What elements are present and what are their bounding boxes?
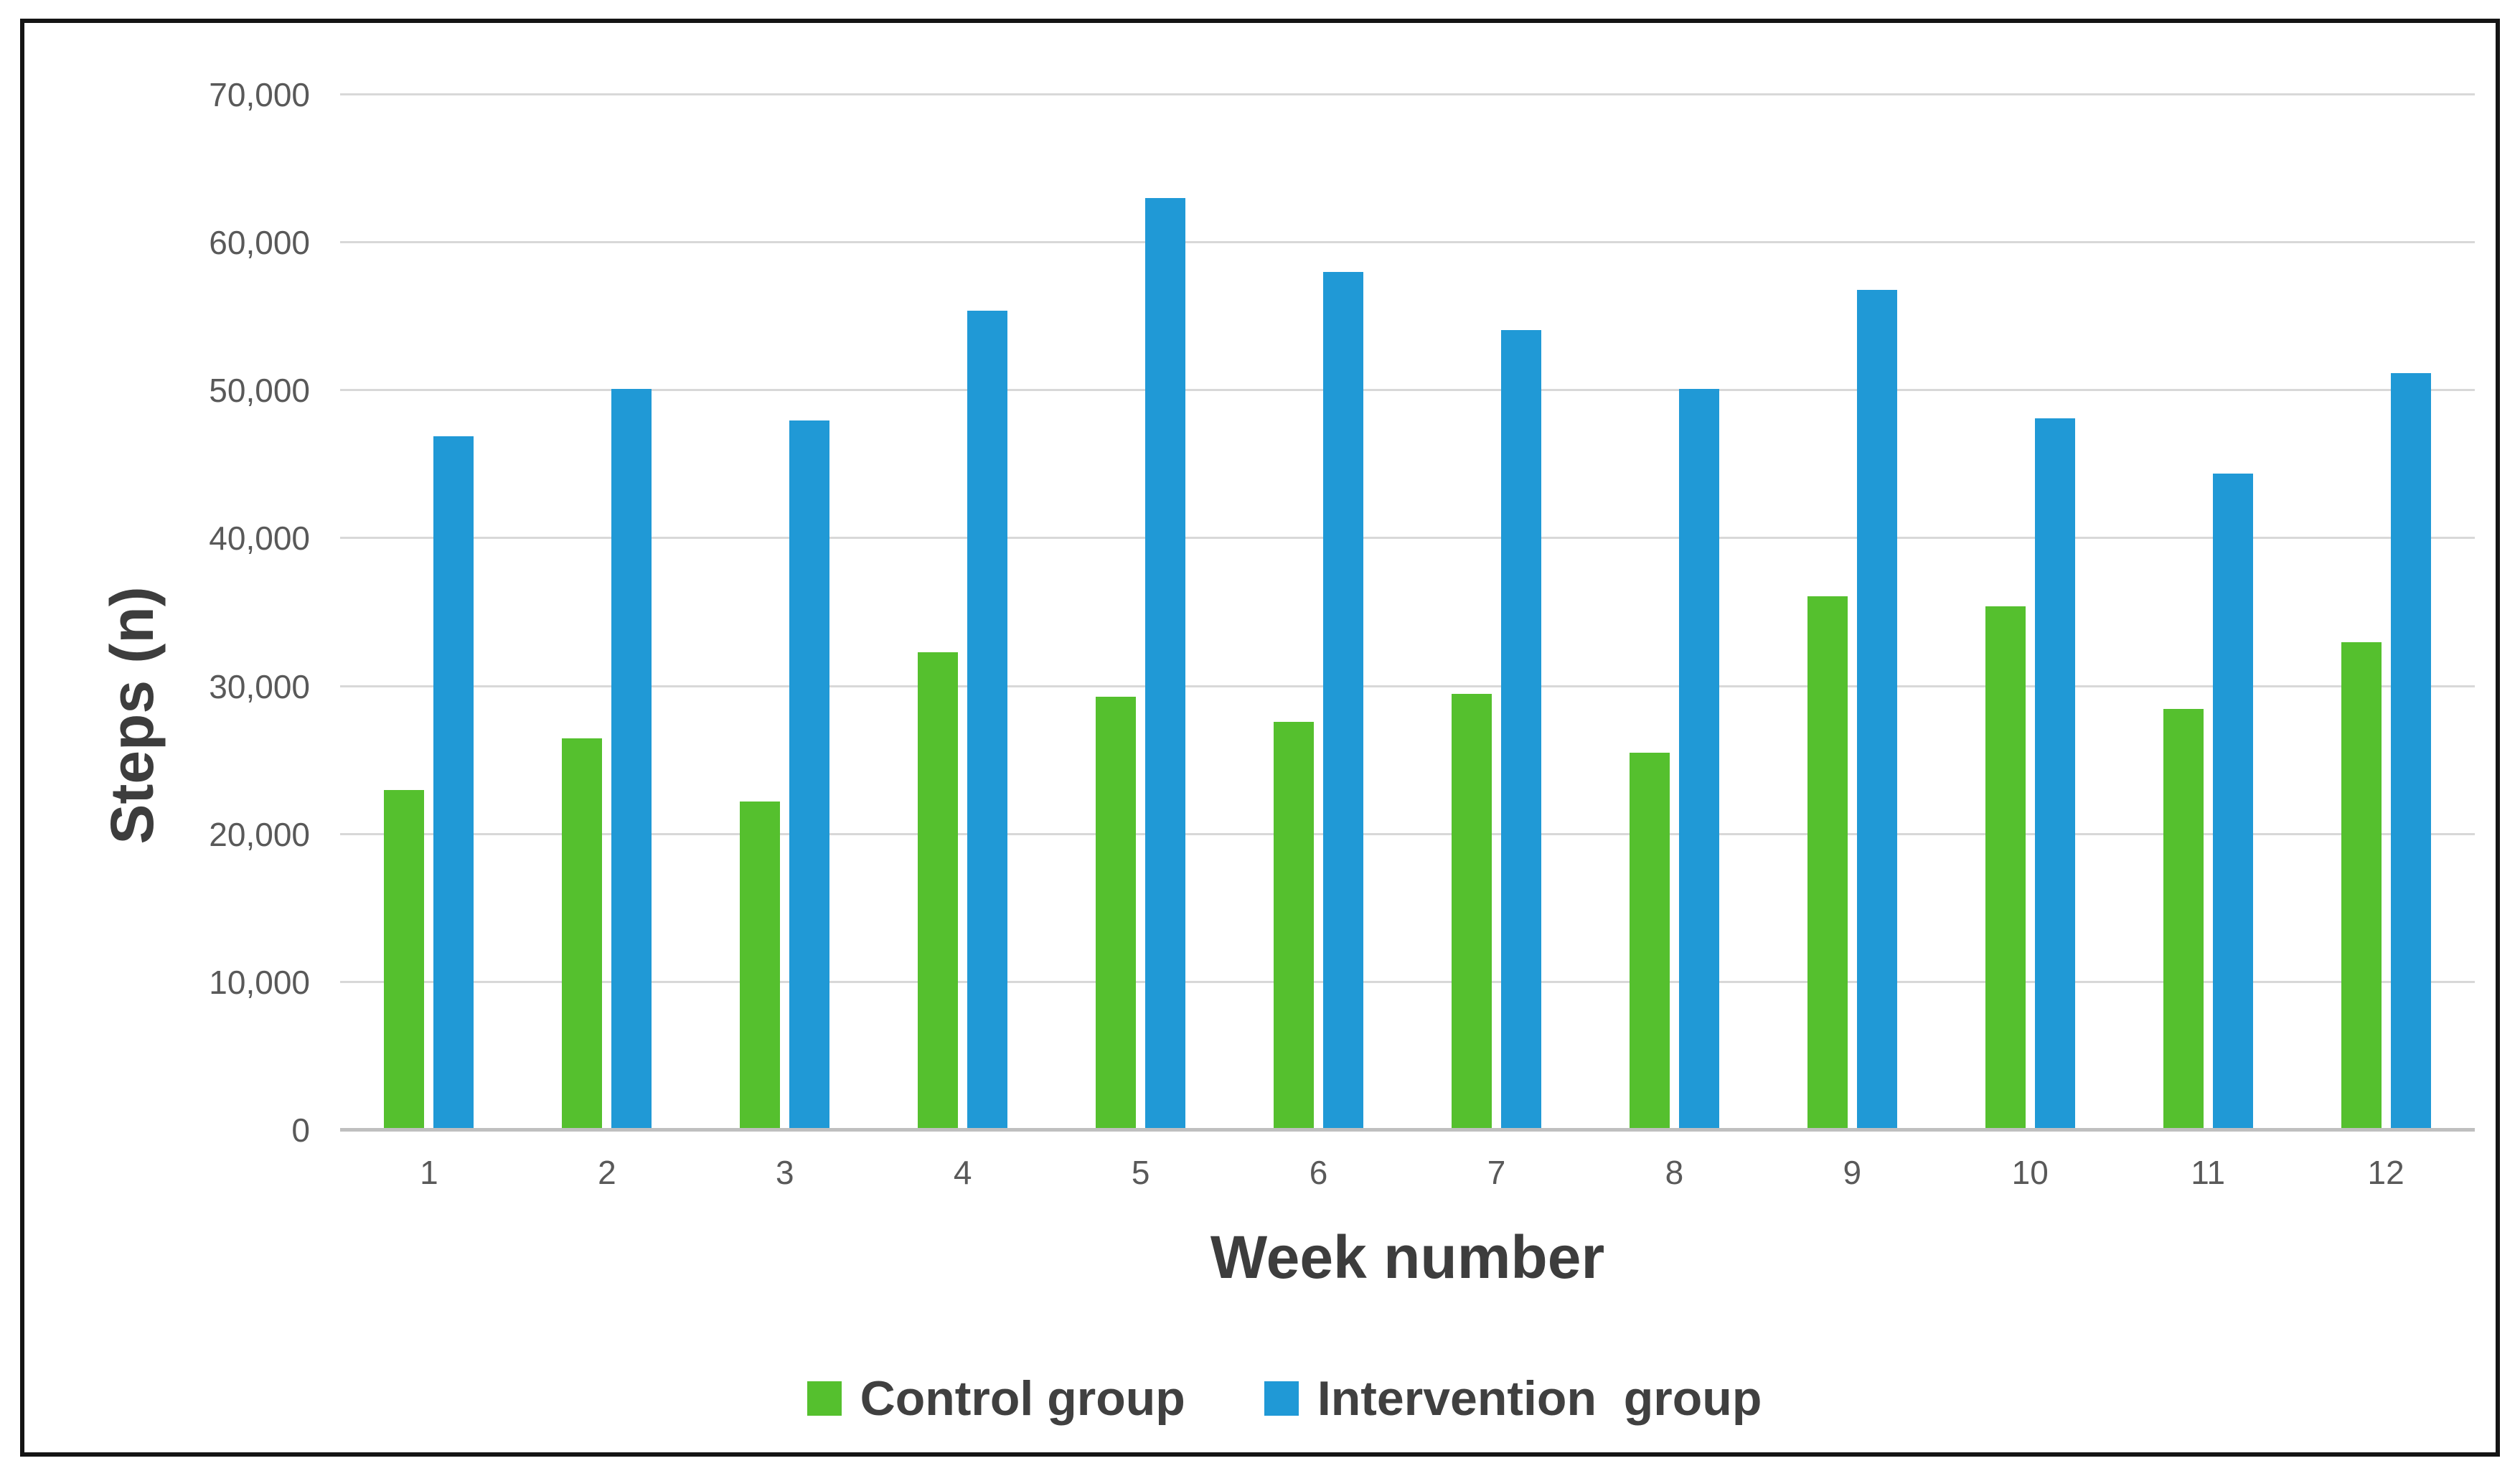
bar-intervention-week-3 [789, 420, 830, 1130]
bar-group-week-12 [2297, 95, 2475, 1130]
bar-control-week-7 [1451, 693, 1492, 1130]
bar-intervention-week-5 [1145, 198, 1186, 1130]
x-tick-label-1: 1 [420, 1154, 438, 1191]
bar-group-week-6 [1230, 95, 1408, 1130]
bar-group-week-1 [340, 95, 518, 1130]
x-tick-label-11: 11 [2191, 1154, 2226, 1191]
bar-intervention-week-6 [1323, 272, 1364, 1130]
x-axis-line [340, 1128, 2475, 1132]
bar-intervention-week-9 [1856, 290, 1897, 1130]
y-tick-label-30000: 30,000 [209, 667, 310, 705]
bar-intervention-week-7 [1500, 329, 1541, 1130]
bar-group-week-4 [874, 95, 1052, 1130]
gridline-10000 [340, 980, 2475, 983]
gridline-60000 [340, 241, 2475, 244]
legend-label-intervention: Intervention group [1317, 1371, 1762, 1426]
bar-intervention-week-8 [1678, 389, 1719, 1130]
x-tick-label-10: 10 [2011, 1154, 2049, 1191]
bar-group-week-11 [2119, 95, 2297, 1130]
bar-intervention-week-4 [967, 310, 1008, 1130]
bar-group-week-9 [1763, 95, 1941, 1130]
y-tick-label-70000: 70,000 [209, 76, 310, 113]
x-tick-label-3: 3 [776, 1154, 794, 1191]
bar-control-week-6 [1274, 722, 1315, 1130]
x-tick-label-9: 9 [1843, 1154, 1862, 1191]
gridline-40000 [340, 537, 2475, 540]
gridline-50000 [340, 389, 2475, 392]
y-tick-label-0: 0 [291, 1111, 310, 1149]
bar-intervention-week-1 [433, 436, 474, 1130]
y-axis-labels: 0 10,000 20,000 30,000 40,000 50,000 60,000 70,… [24, 76, 310, 1149]
y-tick-label-50000: 50,000 [209, 372, 310, 410]
bar-intervention-week-11 [2212, 473, 2253, 1130]
bar-group-week-5 [1052, 95, 1230, 1130]
plot-area [340, 93, 2475, 1132]
y-tick-label-40000: 40,000 [209, 520, 310, 558]
bar-control-week-5 [1096, 697, 1137, 1130]
bar-control-week-8 [1629, 753, 1670, 1130]
gridline-70000 [340, 93, 2475, 95]
legend-label-control: Control group [860, 1371, 1185, 1426]
gridline-30000 [340, 685, 2475, 687]
bar-control-week-3 [740, 802, 781, 1130]
bar-group-week-7 [1408, 95, 1586, 1130]
y-tick-label-20000: 20,000 [209, 815, 310, 853]
bar-control-week-4 [918, 652, 959, 1130]
gridline-20000 [340, 832, 2475, 835]
y-tick-label-10000: 10,000 [209, 963, 310, 1001]
bar-control-week-12 [2341, 641, 2382, 1130]
x-tick-label-5: 5 [1131, 1154, 1150, 1191]
legend: Control group Intervention group [24, 1371, 2520, 1426]
x-axis-tick-labels: 1 2 3 4 5 6 7 8 9 10 11 12 [340, 1151, 2475, 1194]
bar-intervention-week-2 [611, 389, 652, 1130]
x-tick-label-6: 6 [1309, 1154, 1328, 1191]
bar-groups [340, 95, 2475, 1130]
y-tick-label-60000: 60,000 [209, 224, 310, 262]
x-tick-label-4: 4 [953, 1154, 972, 1191]
intervention-group-swatch-icon [1264, 1381, 1299, 1416]
bar-intervention-week-10 [2034, 418, 2075, 1130]
bar-group-week-8 [1585, 95, 1763, 1130]
bar-group-week-10 [1941, 95, 2119, 1130]
bar-control-week-2 [562, 738, 603, 1130]
bar-intervention-week-12 [2390, 372, 2431, 1130]
bar-group-week-2 [518, 95, 696, 1130]
bar-group-week-3 [696, 95, 874, 1130]
x-tick-label-7: 7 [1487, 1154, 1506, 1191]
chart-border-frame: Steps (n) 0 10,000 20,000 30,000 40,000 50,00… [20, 19, 2500, 1457]
bar-control-week-10 [1985, 606, 2026, 1130]
bar-control-week-1 [384, 789, 425, 1130]
legend-item-control: Control group [807, 1371, 1185, 1426]
x-tick-label-8: 8 [1665, 1154, 1684, 1191]
x-tick-label-12: 12 [2367, 1154, 2404, 1191]
control-group-swatch-icon [807, 1381, 842, 1416]
bar-control-week-9 [1807, 596, 1848, 1130]
bar-control-week-11 [2163, 708, 2204, 1130]
x-axis-title: Week number [1210, 1223, 1605, 1291]
x-tick-label-2: 2 [598, 1154, 616, 1191]
legend-item-intervention: Intervention group [1264, 1371, 1762, 1426]
